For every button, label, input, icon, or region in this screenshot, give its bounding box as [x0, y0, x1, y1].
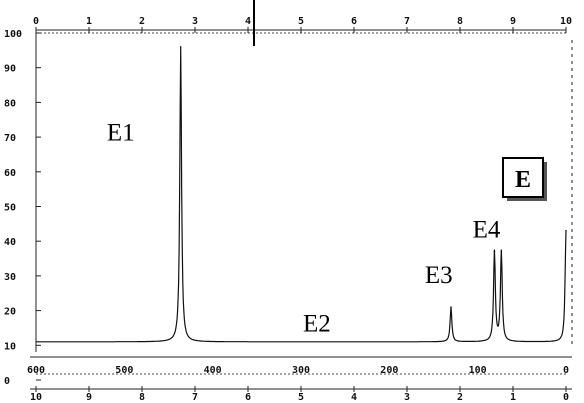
top-tick-label: 9	[510, 16, 516, 27]
y-tick-label: 80	[4, 98, 16, 109]
peak-point-5	[565, 229, 567, 232]
annotation-label: E3	[425, 262, 453, 289]
bottom-tick-label: 10	[30, 392, 42, 403]
ppm-tick-label: 600	[27, 365, 45, 376]
bottom-tick-label: 2	[457, 392, 463, 403]
top-tick-label: 4	[245, 16, 251, 27]
y-tick-label: 20	[4, 307, 16, 318]
top-tick-label: 3	[192, 16, 198, 27]
peak-point-2	[450, 306, 452, 308]
panel-label-box: E	[502, 157, 547, 201]
y-tick-label: 70	[4, 133, 16, 144]
peak-point-4	[500, 250, 503, 253]
top-tick-label: 10	[560, 16, 572, 27]
annotation-label: E4	[473, 217, 501, 244]
y-tick-label: 30	[4, 272, 16, 283]
top-tick-label: 0	[33, 16, 39, 27]
peak-annotations: E1 E2 E3 E4	[107, 120, 501, 338]
ppm-tick-label: 200	[380, 365, 398, 376]
bottom-tick-label: 3	[404, 392, 410, 403]
bottom-tick-label: 8	[139, 392, 145, 403]
bottom-tick-label: 5	[298, 392, 304, 403]
ppm-tick-label: 400	[204, 365, 222, 376]
top-tick-label: 1	[86, 16, 92, 27]
ppm-tick-label: 300	[292, 365, 310, 376]
y-tick-label: 0	[4, 376, 10, 387]
bottom-tick-label: 7	[192, 392, 198, 403]
annotation-label: E2	[303, 310, 331, 337]
top-tick-label: 5	[298, 16, 304, 27]
top-tick-label: 2	[139, 16, 145, 27]
bottom-tick-label: 1	[510, 392, 516, 403]
bottom-tick-label: 4	[351, 392, 357, 403]
spectrum-trace	[36, 46, 567, 343]
top-tick-labels: 0 1 2 3 4 5 6 7 8 9 10	[33, 16, 572, 33]
y-tick-label: 40	[4, 237, 16, 248]
top-tick-label: 7	[404, 16, 410, 27]
bottom-tick-labels: 10 9 8 7 6 5 4 3 2 1 0	[30, 386, 569, 403]
ppm-tick-label: 0	[563, 365, 569, 376]
bottom-tick-label: 0	[563, 392, 569, 403]
annotation-label: E1	[107, 120, 135, 147]
y-tick-label: 50	[4, 203, 16, 214]
y-tick-label: 100	[4, 29, 22, 40]
y-tick-label: 90	[4, 64, 16, 75]
y-tick-label: 60	[4, 168, 16, 179]
panel-label: E	[515, 167, 531, 193]
ppm-tick-label: 100	[469, 365, 487, 376]
bottom-tick-label: 6	[245, 392, 251, 403]
bottom-tick-label: 9	[86, 392, 92, 403]
peak-point-1	[179, 46, 182, 48]
ppm-tick-labels: 600 500 400 300 200 100 0	[27, 365, 569, 376]
top-tick-label: 8	[457, 16, 463, 27]
top-tick-label: 6	[351, 16, 357, 27]
spectrum-line	[36, 46, 567, 343]
peak-point-3	[493, 250, 496, 253]
y-tick-label: 10	[4, 341, 16, 352]
ppm-tick-label: 500	[115, 365, 133, 376]
